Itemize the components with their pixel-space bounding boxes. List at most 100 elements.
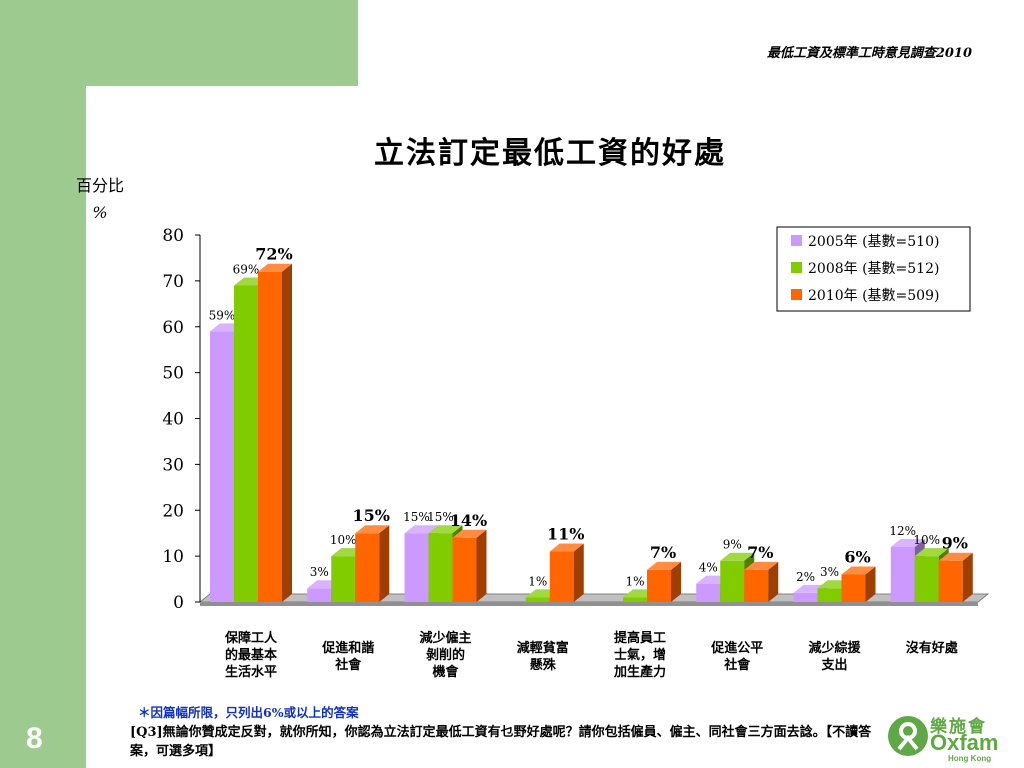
data-label: 7% <box>747 543 773 562</box>
question-text: [Q3]無論你贊成定反對，就你所知，你認為立法訂定最低工資有乜野好處呢？請你包括… <box>130 725 872 759</box>
x-tick-label: 生活水平 <box>225 664 277 680</box>
oxfam-logo-chinese: 樂施會 <box>930 717 987 737</box>
y-tick-label: 80 <box>162 226 184 246</box>
bar-side <box>282 263 292 602</box>
survey-title: 最低工資及標準工時意見調查2010 <box>766 46 972 61</box>
data-label: 3% <box>310 565 329 579</box>
bar <box>331 556 356 602</box>
data-label: 10% <box>330 533 357 547</box>
legend-entry: 2010年 (基數=509) <box>808 287 939 304</box>
bar <box>841 574 866 602</box>
y-tick-label: 60 <box>162 318 184 338</box>
bar-top <box>355 525 390 534</box>
legend-swatch <box>791 235 802 246</box>
bar-top <box>720 552 755 561</box>
x-tick-label: 提高員工 <box>614 630 666 646</box>
data-label: 9% <box>942 534 968 553</box>
y-tick-label: 10 <box>162 547 184 567</box>
bar <box>549 551 574 602</box>
y-axis-title-line2: % <box>92 203 108 222</box>
x-tick-label: 社會 <box>334 657 362 673</box>
data-label: 11% <box>547 525 584 544</box>
data-label: 10% <box>913 533 940 547</box>
bar <box>938 560 963 602</box>
bar <box>793 592 818 602</box>
bar-top <box>428 525 463 534</box>
data-label: 6% <box>844 547 870 566</box>
bar <box>210 331 234 602</box>
page-number: 8 <box>26 722 43 755</box>
x-tick-label: 社會 <box>723 657 751 673</box>
data-label: 4% <box>699 561 718 575</box>
x-tick-label: 士氣，增 <box>614 647 666 663</box>
oxfam-logo-icon <box>888 716 928 756</box>
y-axis-title: 百分比 % <box>76 172 124 226</box>
bar <box>914 556 939 602</box>
data-label: 72% <box>255 245 292 264</box>
bar <box>647 569 671 602</box>
bar <box>744 569 769 602</box>
bar <box>452 537 477 602</box>
bar-top <box>258 263 292 272</box>
legend-swatch <box>791 262 802 273</box>
y-tick-label: 20 <box>162 501 184 521</box>
legend-box <box>776 226 971 312</box>
bar <box>258 271 282 602</box>
y-axis-title-line1: 百分比 <box>76 176 125 195</box>
bar-top <box>452 529 487 538</box>
bar <box>355 533 380 602</box>
x-tick-label: 加生產力 <box>613 664 666 680</box>
data-label: 9% <box>723 538 742 552</box>
data-label: 1% <box>528 574 547 588</box>
data-label: 59% <box>209 308 236 322</box>
x-tick-label: 剝削的 <box>426 647 465 663</box>
data-label: 69% <box>233 262 260 276</box>
bar-side <box>768 561 779 602</box>
top-green-bar <box>0 0 358 86</box>
y-tick-label: 30 <box>162 455 184 475</box>
x-tick-label: 沒有好處 <box>906 640 959 656</box>
data-label: 3% <box>820 565 839 579</box>
bar-top <box>549 543 584 552</box>
bar-top <box>890 538 925 547</box>
chart-floor-edge <box>200 602 978 606</box>
data-label: 15% <box>353 506 390 525</box>
bar-side <box>476 529 487 602</box>
bar <box>404 533 429 602</box>
bar <box>817 588 842 602</box>
x-tick-label: 機會 <box>432 664 459 680</box>
data-label: 15% <box>427 510 454 524</box>
oxfam-logo-sub: Hong Kong <box>948 754 992 763</box>
bar <box>720 560 745 602</box>
y-tick-label: 40 <box>162 410 184 430</box>
legend-entry: 2005年 (基數=510) <box>808 233 939 250</box>
x-tick-label: 支出 <box>820 657 847 673</box>
data-label: 14% <box>450 511 487 530</box>
bar <box>525 597 550 602</box>
bar-side <box>379 525 390 602</box>
bar-side <box>573 543 584 602</box>
legend-swatch <box>791 289 802 300</box>
bar-top <box>841 566 876 575</box>
x-tick-label: 減輕貧富 <box>517 640 569 656</box>
legend-entry: 2008年 (基數=512) <box>808 260 939 277</box>
bar-top <box>404 525 439 534</box>
bar-top <box>914 548 949 557</box>
bar-top <box>744 561 779 570</box>
x-tick-label: 保障工人 <box>224 630 278 646</box>
bar-side <box>962 552 973 602</box>
data-label: 12% <box>889 524 916 538</box>
data-label: 2% <box>796 570 815 584</box>
x-tick-label: 減少綜援 <box>808 640 861 656</box>
bar-top <box>647 561 681 570</box>
y-tick-label: 50 <box>162 364 184 384</box>
x-tick-label: 促進和諧 <box>321 640 374 656</box>
footnote: ＊因篇幅所限，只列出6%或以上的答案 <box>138 705 359 720</box>
data-label: 7% <box>650 543 676 562</box>
data-label: 15% <box>403 510 430 524</box>
x-tick-label: 減少僱主 <box>419 630 471 646</box>
bar <box>623 597 647 602</box>
bar-top <box>938 552 973 561</box>
bar <box>696 583 721 602</box>
